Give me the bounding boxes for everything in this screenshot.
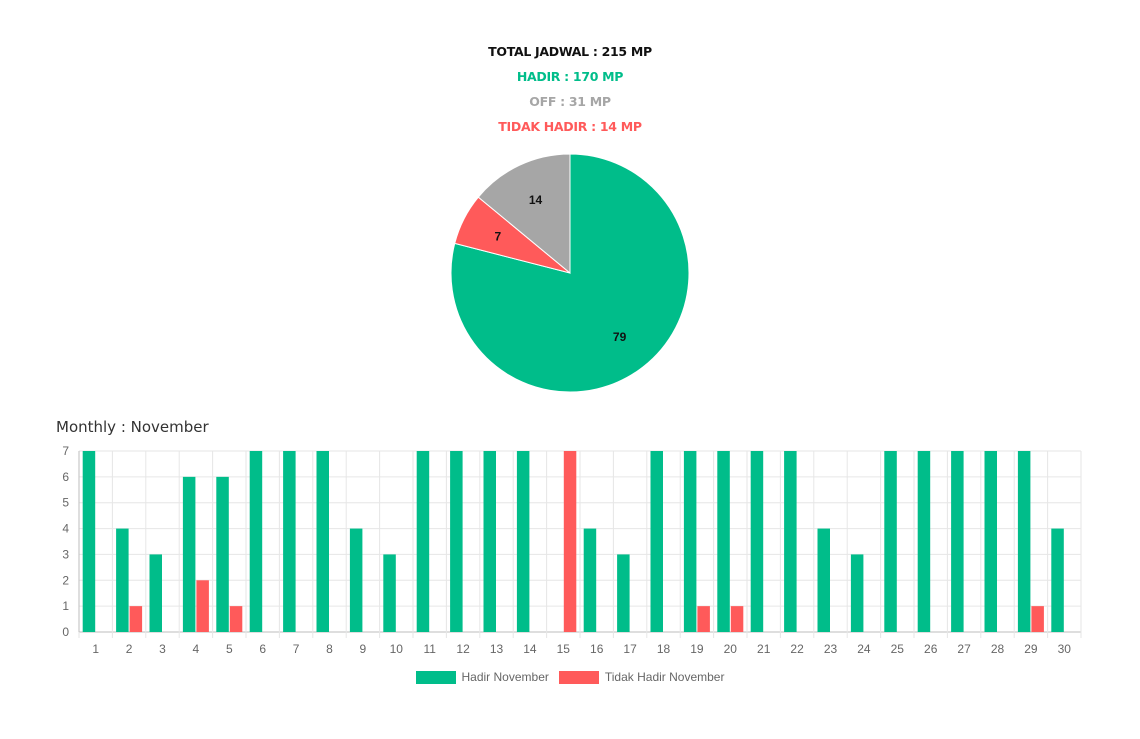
off-label: OFF : 31 MP (529, 94, 611, 109)
x-tick-label: 22 (790, 642, 804, 656)
bar-hadir-13[interactable] (483, 451, 497, 632)
bar-hadir-22[interactable] (784, 451, 797, 632)
bar-hadir-11[interactable] (416, 451, 430, 632)
bar-hadir-16[interactable] (583, 528, 597, 632)
bar-tidak-hadir-4[interactable] (196, 580, 209, 632)
bar-hadir-27[interactable] (951, 451, 964, 632)
x-tick-label: 27 (957, 642, 971, 656)
y-tick-label: 7 (62, 444, 69, 458)
x-tick-label: 4 (193, 642, 200, 656)
x-tick-label: 10 (390, 642, 404, 656)
bar-hadir-5[interactable] (216, 476, 229, 632)
bar-tidak-hadir-20[interactable] (730, 606, 744, 632)
bar-hadir-25[interactable] (884, 451, 897, 632)
pie-label-79: 79 (613, 330, 627, 344)
bar-tidak-hadir-5[interactable] (229, 606, 243, 632)
bar-hadir-1[interactable] (82, 451, 96, 632)
legend-label-hadir: Hadir November (461, 670, 549, 684)
bar-hadir-4[interactable] (182, 476, 196, 632)
x-tick-label: 20 (724, 642, 738, 656)
monthly-title: Monthly : November (56, 418, 209, 436)
bar-hadir-3[interactable] (149, 554, 163, 632)
bar-tidak-hadir-19[interactable] (697, 606, 710, 632)
x-tick-label: 18 (657, 642, 671, 656)
total-schedule-label: TOTAL JADWAL : 215 MP (488, 44, 652, 59)
y-tick-label: 3 (62, 547, 69, 561)
chart-legend: Hadir November Tidak Hadir November (0, 670, 1140, 684)
y-tick-label: 6 (62, 470, 69, 484)
x-tick-label: 21 (757, 642, 771, 656)
x-tick-label: 1 (92, 642, 99, 656)
y-tick-label: 1 (62, 599, 69, 613)
x-tick-label: 8 (326, 642, 333, 656)
x-tick-label: 12 (456, 642, 470, 656)
absent-label: TIDAK HADIR : 14 MP (498, 119, 642, 134)
present-label: HADIR : 170 MP (516, 69, 624, 84)
bar-hadir-29[interactable] (1017, 451, 1031, 632)
y-tick-label: 4 (62, 522, 69, 536)
pie-slice-14[interactable] (477, 153, 571, 275)
x-tick-label: 28 (991, 642, 1005, 656)
bar-hadir-26[interactable] (917, 451, 931, 632)
x-tick-label: 3 (159, 642, 166, 656)
x-tick-label: 30 (1058, 642, 1072, 656)
bar-hadir-10[interactable] (383, 554, 396, 632)
x-tick-label: 2 (126, 642, 133, 656)
bar-hadir-14[interactable] (516, 451, 530, 632)
legend-swatch-hadir (415, 670, 456, 684)
bar-hadir-9[interactable] (349, 528, 363, 632)
y-tick-label: 2 (62, 573, 69, 587)
bar-hadir-18[interactable] (650, 451, 664, 632)
legend-swatch-tidak-hadir (558, 670, 599, 684)
bar-hadir-30[interactable] (1051, 528, 1064, 632)
x-tick-label: 23 (824, 642, 838, 656)
bar-tidak-hadir-2[interactable] (129, 606, 143, 632)
pie-label-14: 14 (529, 193, 543, 207)
x-tick-label: 6 (259, 642, 266, 656)
legend-item-hadir[interactable]: Hadir November (415, 670, 549, 684)
bar-hadir-8[interactable] (316, 451, 330, 632)
x-tick-label: 25 (891, 642, 905, 656)
bar-hadir-2[interactable] (116, 528, 129, 632)
x-tick-label: 7 (293, 642, 300, 656)
bar-hadir-19[interactable] (683, 451, 697, 632)
bar-hadir-17[interactable] (617, 554, 630, 632)
bar-tidak-hadir-15[interactable] (563, 451, 577, 632)
bar-hadir-6[interactable] (249, 451, 263, 632)
x-tick-label: 13 (490, 642, 504, 656)
x-tick-label: 19 (690, 642, 704, 656)
bar-hadir-24[interactable] (850, 554, 864, 632)
attendance-pie-chart: 79 7 14 (450, 153, 690, 393)
x-tick-label: 15 (557, 642, 571, 656)
bar-hadir-23[interactable] (817, 528, 831, 632)
x-tick-label: 9 (360, 642, 367, 656)
x-tick-label: 14 (523, 642, 537, 656)
bar-hadir-20[interactable] (717, 451, 730, 632)
x-tick-label: 29 (1024, 642, 1038, 656)
y-tick-label: 5 (62, 496, 69, 510)
pie-label-7: 7 (495, 229, 502, 243)
x-tick-label: 11 (423, 642, 436, 656)
x-tick-label: 16 (590, 642, 604, 656)
bar-hadir-7[interactable] (283, 451, 296, 632)
bar-hadir-28[interactable] (984, 451, 998, 632)
bar-hadir-21[interactable] (750, 451, 764, 632)
x-tick-label: 26 (924, 642, 938, 656)
y-tick-label: 0 (62, 625, 69, 639)
x-tick-label: 24 (857, 642, 871, 656)
legend-label-tidak-hadir: Tidak Hadir November (604, 670, 725, 684)
bar-tidak-hadir-29[interactable] (1031, 606, 1044, 632)
bar-hadir-12[interactable] (450, 451, 463, 632)
legend-item-tidak-hadir[interactable]: Tidak Hadir November (558, 670, 725, 684)
x-tick-label: 5 (226, 642, 233, 656)
x-tick-label: 17 (623, 642, 637, 656)
